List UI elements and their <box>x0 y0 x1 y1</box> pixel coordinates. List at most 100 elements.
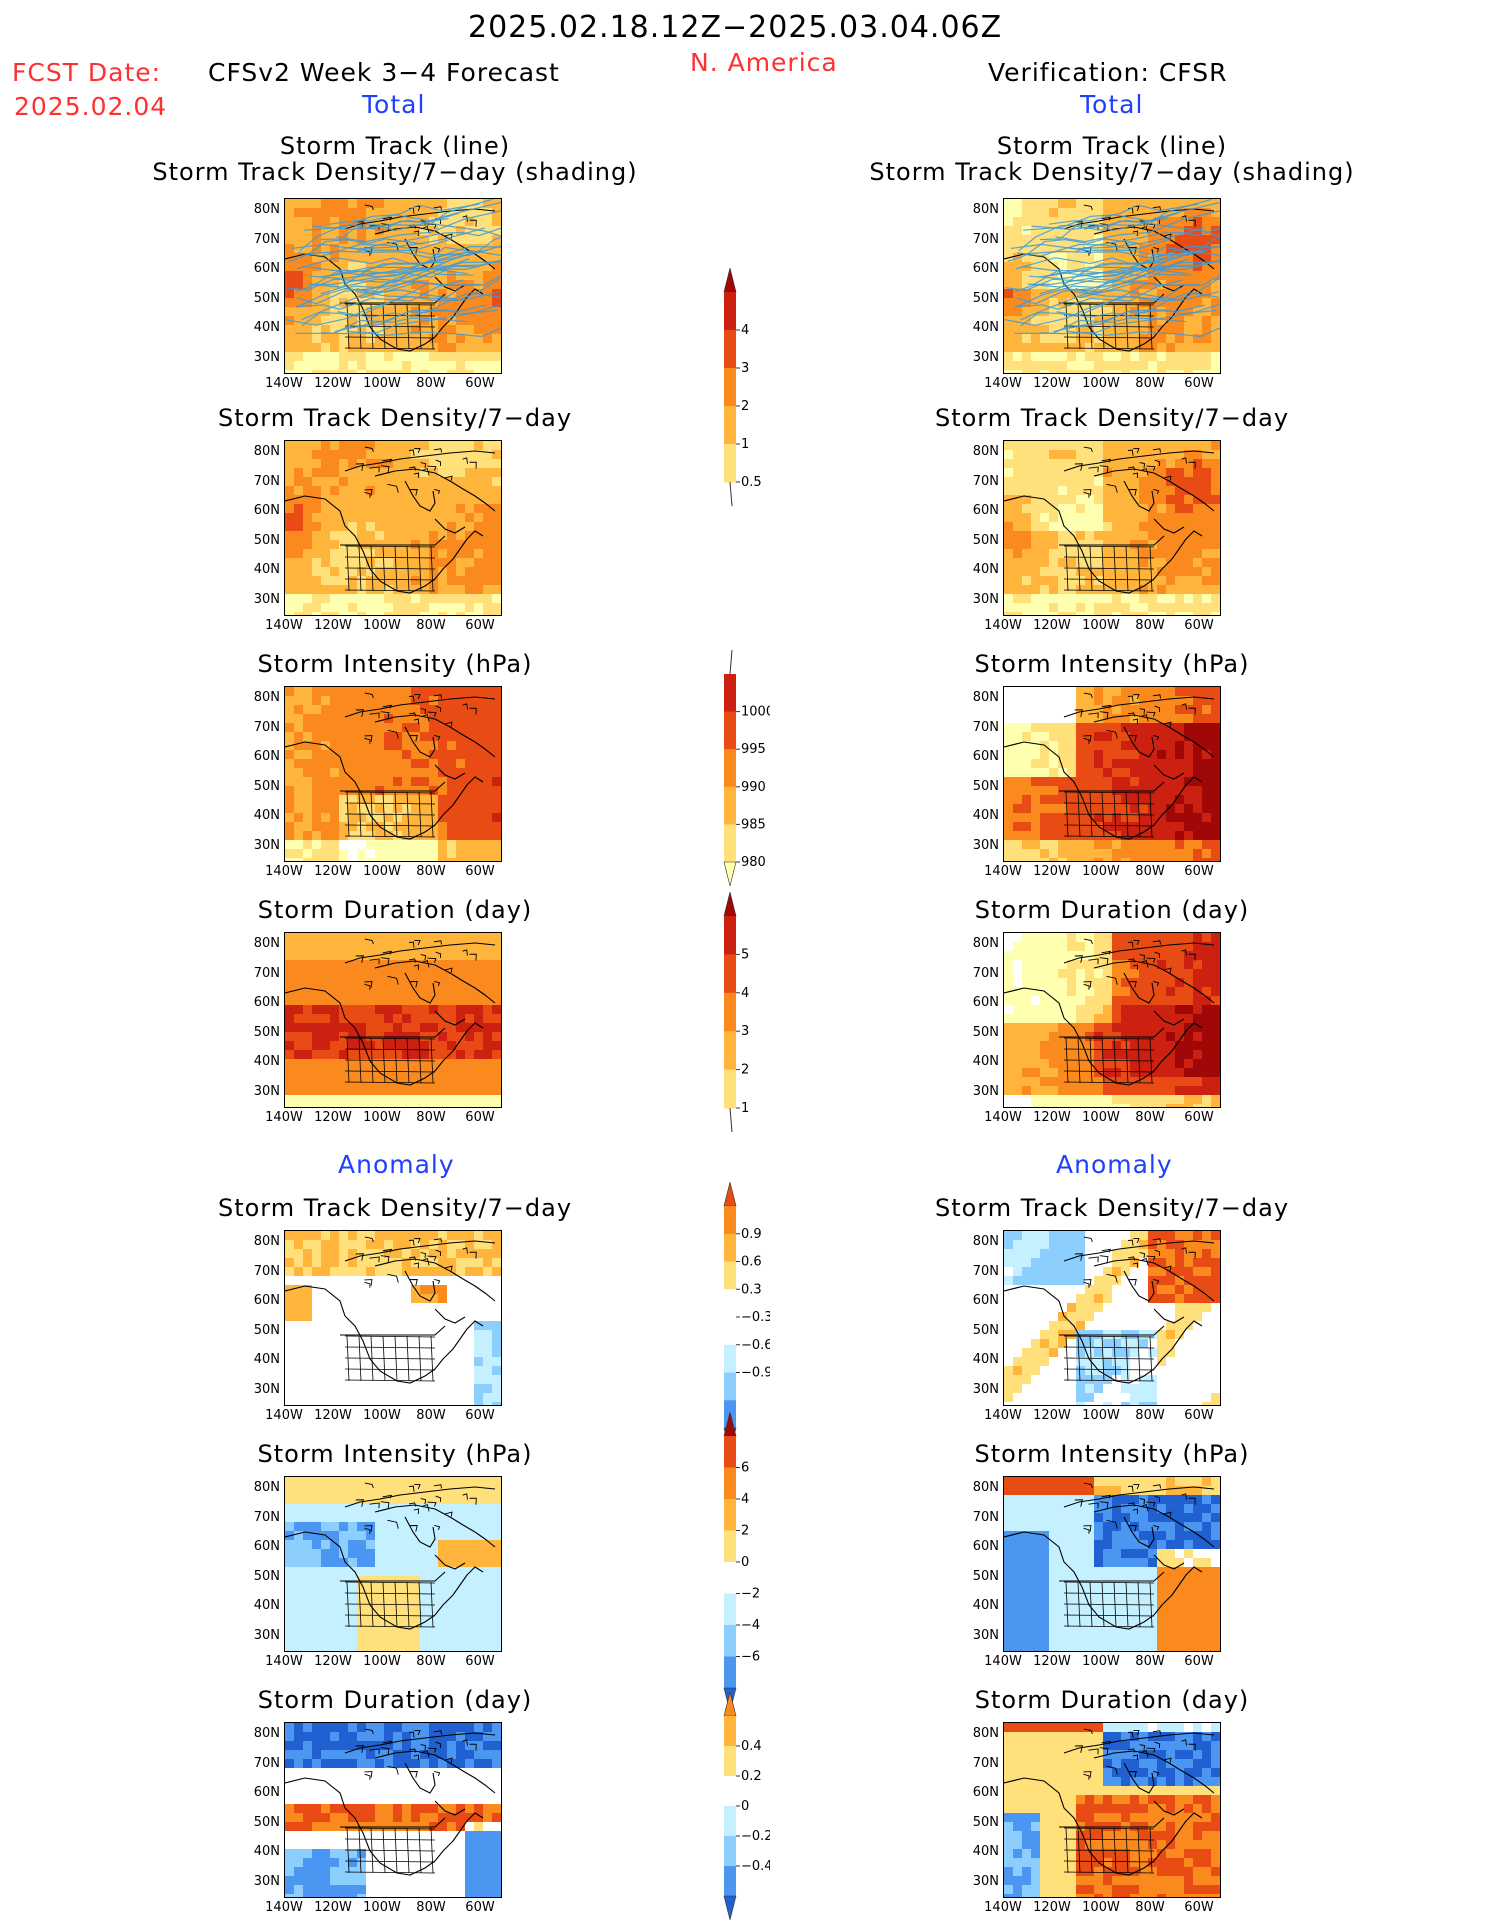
lat-tick-label: 60N <box>253 1539 280 1554</box>
left-anomaly-label: Anomaly <box>338 1150 455 1179</box>
lon-tick-label: 100W <box>363 1654 401 1669</box>
right-row1-title-a: Storm Track (line) <box>996 132 1228 160</box>
lon-tick-label: 80W <box>1135 1110 1165 1125</box>
lat-tick-label: 50N <box>253 1322 280 1338</box>
lon-tick-label: 120W <box>314 1900 352 1915</box>
colorbar-tick-label: 3 <box>741 361 749 376</box>
lon-tick-label: 140W <box>265 1110 303 1125</box>
colorbar-tick-label: 995 <box>741 742 766 757</box>
lon-tick-label: 80W <box>1135 1408 1165 1423</box>
colorbar-tick-label: −0.4 <box>741 1859 770 1874</box>
lat-tick-label: 40N <box>253 320 280 335</box>
lat-tick-label: 30N <box>253 591 280 607</box>
lat-tick-label: 30N <box>253 1627 280 1643</box>
lon-tick-label: 80W <box>1135 376 1165 391</box>
lat-tick-label: 70N <box>253 1509 280 1525</box>
lon-tick-label: 80W <box>416 1408 446 1423</box>
lat-tick-label: 60N <box>972 503 999 518</box>
lat-tick-label: 60N <box>253 995 280 1010</box>
right-row4-title: Storm Duration (day) <box>974 896 1250 924</box>
colorbar-tick-label: 5 <box>741 947 749 962</box>
lon-tick-label: 60W <box>465 618 495 633</box>
lat-tick-label: 70N <box>253 473 280 489</box>
colorbar-tick-label: −2 <box>741 1587 760 1602</box>
lat-tick-label: 50N <box>972 1814 999 1830</box>
lat-tick-label: 50N <box>972 1024 999 1040</box>
lat-tick-label: 40N <box>253 1844 280 1859</box>
lat-tick-label: 70N <box>253 231 280 247</box>
fcst-date-value: 2025.02.04 <box>14 92 168 121</box>
lon-tick-label: 80W <box>1135 1900 1165 1915</box>
right-map-intensity-anomaly <box>1003 1476 1221 1652</box>
lon-tick-label: 60W <box>1184 1900 1214 1915</box>
right-row5-title: Storm Track Density/7−day <box>934 1194 1290 1222</box>
lat-tick-label: 60N <box>972 995 999 1010</box>
lon-tick-label: 100W <box>363 864 401 879</box>
left-model-label: CFSv2 Week 3−4 Forecast <box>208 58 560 87</box>
left-row1-title-a: Storm Track (line) <box>279 132 511 160</box>
colorbar-tick-label: −0.6 <box>741 1338 770 1353</box>
colorbar-tick-label: 0.2 <box>741 1769 762 1784</box>
colorbar-tick-label: −4 <box>741 1618 760 1633</box>
lon-tick-label: 120W <box>314 1654 352 1669</box>
lat-tick-label: 80N <box>972 202 999 217</box>
colorbar-tick-label: 4 <box>741 1492 749 1507</box>
colorbar-tick-label: 0.6 <box>741 1255 762 1270</box>
lat-tick-label: 40N <box>253 1598 280 1613</box>
colorbar-tick-label: 0 <box>741 1555 749 1570</box>
lat-tick-label: 50N <box>972 1322 999 1338</box>
lon-tick-label: 120W <box>1033 864 1071 879</box>
lon-tick-label: 140W <box>984 1900 1022 1915</box>
lon-tick-label: 120W <box>314 376 352 391</box>
colorbar-tick-label: 2 <box>741 1063 749 1078</box>
colorbar-tick-label: 1000 <box>741 705 770 720</box>
lon-tick-label: 100W <box>1082 1408 1120 1423</box>
lat-tick-label: 80N <box>972 1726 999 1741</box>
colorbar-tick-label: −6 <box>741 1650 760 1665</box>
right-map-track-density-lines <box>1003 198 1221 374</box>
lat-tick-label: 70N <box>972 965 999 981</box>
lon-tick-label: 140W <box>984 864 1022 879</box>
lat-tick-label: 80N <box>253 202 280 217</box>
left-map-track-density-lines <box>284 198 502 374</box>
colorbar-tick-label: 0.4 <box>741 1739 762 1754</box>
lon-tick-label: 60W <box>1184 376 1214 391</box>
colorbar-tick-label: 6 <box>741 1461 749 1476</box>
lon-tick-label: 120W <box>1033 1110 1071 1125</box>
lon-tick-label: 120W <box>314 1110 352 1125</box>
right-map-storm-duration <box>1003 932 1221 1108</box>
lon-tick-label: 80W <box>416 1900 446 1915</box>
lat-tick-label: 40N <box>972 1598 999 1613</box>
lon-tick-label: 100W <box>363 376 401 391</box>
lat-tick-label: 30N <box>972 1381 999 1397</box>
lon-tick-label: 140W <box>265 1900 303 1915</box>
lat-tick-label: 70N <box>972 231 999 247</box>
right-row2-title: Storm Track Density/7−day <box>934 404 1290 432</box>
lon-tick-label: 120W <box>314 1408 352 1423</box>
lat-tick-label: 30N <box>253 837 280 853</box>
lat-tick-label: 60N <box>253 1785 280 1800</box>
lon-tick-label: 100W <box>1082 376 1120 391</box>
lon-tick-label: 80W <box>1135 618 1165 633</box>
lat-tick-label: 40N <box>972 808 999 823</box>
lon-tick-label: 140W <box>265 1408 303 1423</box>
lat-tick-label: 30N <box>972 1083 999 1099</box>
lat-tick-label: 70N <box>972 473 999 489</box>
lon-tick-label: 140W <box>984 1110 1022 1125</box>
right-map-density-anomaly <box>1003 1230 1221 1406</box>
lat-tick-label: 70N <box>972 1509 999 1525</box>
right-row6-title: Storm Intensity (hPa) <box>974 1440 1250 1468</box>
right-total-label: Total <box>1080 90 1144 119</box>
lat-tick-label: 30N <box>253 349 280 365</box>
lon-tick-label: 100W <box>1082 1654 1120 1669</box>
lon-tick-label: 60W <box>465 1654 495 1669</box>
lat-tick-label: 30N <box>972 349 999 365</box>
left-map-density-anomaly <box>284 1230 502 1406</box>
lat-tick-label: 80N <box>253 936 280 951</box>
colorbar-tick-label: 1 <box>741 437 749 452</box>
lat-tick-label: 60N <box>253 261 280 276</box>
lat-tick-label: 80N <box>253 444 280 459</box>
left-row1-title-b: Storm Track Density/7−day (shading) <box>152 158 638 186</box>
lon-tick-label: 60W <box>465 376 495 391</box>
